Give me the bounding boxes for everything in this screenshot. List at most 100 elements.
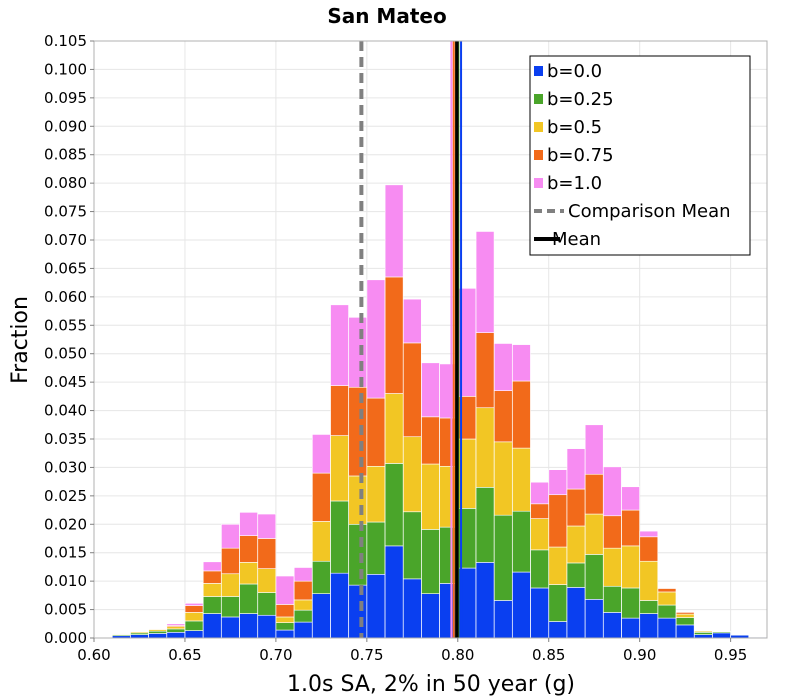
- bar-segment: [657, 617, 677, 639]
- bar-segment: [530, 518, 549, 551]
- y-tick-label: 0.070: [44, 231, 87, 249]
- y-tick-label: 0.085: [44, 146, 87, 164]
- bar-segment: [566, 562, 586, 588]
- bar-segment: [421, 362, 440, 418]
- bar-segment: [421, 593, 440, 639]
- legend-swatch: [534, 178, 543, 188]
- bar-segment: [603, 547, 622, 587]
- bar-segment: [184, 603, 204, 606]
- bar-segment: [293, 621, 313, 639]
- bar-segment: [639, 600, 659, 614]
- bar-segment: [530, 549, 549, 589]
- bar-segment: [275, 575, 295, 605]
- bar-segment: [584, 424, 604, 475]
- bar-segment: [584, 599, 604, 639]
- bar-segment: [584, 513, 604, 555]
- bar-segment: [675, 612, 695, 615]
- y-tick-label: 0.090: [44, 117, 87, 135]
- x-tick-label: 0.60: [77, 646, 110, 664]
- bar-segment: [257, 614, 277, 639]
- y-tick-label: 0.005: [44, 601, 87, 619]
- x-axis: 0.60 0.65 0.70 0.75 0.80 0.85 0.90 0.95: [77, 638, 747, 664]
- stacked-bars: [111, 184, 768, 639]
- legend-swatch: [534, 94, 543, 104]
- bar-segment: [475, 562, 495, 639]
- bar-segment: [603, 585, 622, 613]
- bar-segment: [712, 630, 731, 633]
- y-tick-label: 0.060: [44, 288, 87, 306]
- y-axis-label: Fraction: [8, 296, 33, 384]
- bar-segment: [493, 514, 513, 601]
- y-tick-label: 0.015: [44, 544, 87, 562]
- bar-segment: [348, 317, 368, 388]
- bar-segment: [384, 276, 404, 394]
- bar-segment: [184, 605, 204, 613]
- x-tick-label: 0.80: [441, 646, 474, 664]
- bar-segment: [566, 525, 586, 564]
- bar-segment: [202, 561, 222, 572]
- bar-segment: [221, 573, 240, 597]
- bar-segment: [312, 593, 331, 639]
- bar-segment: [512, 571, 531, 639]
- bar-segment: [475, 487, 495, 563]
- bar-segment: [548, 546, 568, 585]
- bar-segment: [221, 547, 240, 575]
- y-tick-label: 0.025: [44, 487, 87, 505]
- bar-segment: [475, 332, 495, 409]
- bar-segment: [530, 587, 549, 639]
- legend-box: [529, 55, 751, 256]
- bar-segment: [202, 596, 222, 614]
- legend-label: b=0.0: [547, 61, 602, 82]
- bar-segment: [312, 560, 331, 594]
- y-tick-label: 0.045: [44, 373, 87, 391]
- bar-segment: [275, 604, 295, 618]
- bar-segment: [257, 538, 277, 569]
- legend-label: Comparison Mean: [568, 201, 731, 222]
- y-axis: 0.000 0.005 0.010 0.015 0.020 0.025 0.030 0.035…: [44, 32, 94, 647]
- bar-segment: [657, 604, 677, 619]
- reference-lines: [359, 41, 459, 638]
- y-tick-label: 0.010: [44, 572, 87, 590]
- bar-segment: [530, 503, 549, 519]
- bar-segment: [221, 616, 240, 639]
- bar-segment: [330, 500, 349, 574]
- bar-segment: [603, 466, 622, 517]
- x-tick-label: 0.90: [623, 646, 656, 664]
- bar-segment: [603, 515, 622, 549]
- plot-area-frame: [93, 40, 768, 639]
- bar-segment: [166, 626, 186, 630]
- bar-segment: [239, 613, 258, 639]
- y-tick-label: 0.105: [44, 32, 87, 50]
- y-tick-label: 0.095: [44, 89, 87, 107]
- bar-segment: [657, 591, 677, 606]
- y-tick-label: 0.065: [44, 259, 87, 277]
- y-tick-label: 0.000: [44, 629, 87, 647]
- bar-segment: [184, 620, 204, 631]
- legend-label: b=0.5: [547, 117, 602, 138]
- bar-segment: [694, 632, 713, 635]
- bar-segment: [566, 488, 586, 527]
- bar-segment: [202, 570, 222, 584]
- bar-segment: [348, 523, 368, 586]
- bar-segment: [512, 510, 531, 573]
- bar-segment: [621, 617, 640, 639]
- bar-segment: [366, 279, 386, 399]
- x-tick-label: 0.75: [350, 646, 383, 664]
- bar-segment: [675, 624, 695, 639]
- bar-segment: [384, 545, 404, 639]
- bar-segment: [221, 523, 240, 549]
- bar-segment: [257, 513, 277, 539]
- bar-segment: [184, 630, 204, 639]
- bar-segment: [366, 397, 386, 467]
- bar-segment: [293, 609, 313, 623]
- bar-segment: [348, 475, 368, 525]
- bar-segment: [293, 599, 313, 611]
- bar-segment: [639, 536, 659, 562]
- bar-segment: [566, 448, 586, 490]
- bar-segment: [348, 386, 368, 477]
- bar-segment: [403, 436, 422, 513]
- bar-segment: [257, 592, 277, 616]
- bar-segment: [694, 634, 713, 639]
- bar-segment: [239, 583, 258, 614]
- bar-segment: [239, 512, 258, 536]
